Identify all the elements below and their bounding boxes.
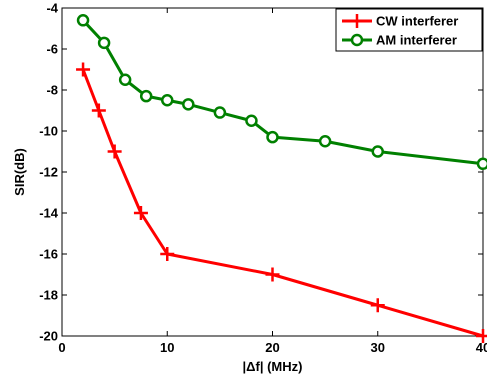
legend-item: CW interferer	[342, 14, 458, 29]
series-am	[76, 14, 487, 171]
legend-label: AM interferer	[376, 33, 457, 48]
data-point	[97, 36, 111, 50]
data-point	[107, 144, 122, 159]
x-axis-label: |Δf| (MHz)	[243, 359, 303, 374]
y-axis: -20 -18 -16 -14 -12 -10 -8 -6 -4	[39, 1, 483, 344]
data-point	[318, 135, 332, 148]
y-tick-label: -8	[46, 83, 58, 98]
x-tick-label: 10	[160, 340, 174, 355]
legend-label: CW interferer	[376, 14, 458, 29]
data-point	[161, 94, 174, 107]
data-point	[139, 89, 153, 103]
y-tick-label: -16	[39, 247, 58, 262]
data-point	[118, 73, 132, 86]
x-tick-label: 40	[476, 340, 487, 355]
y-tick-label: -18	[39, 288, 58, 303]
data-point	[160, 247, 175, 261]
y-tick-label: -6	[46, 42, 58, 57]
y-tick-label: -4	[46, 1, 58, 16]
y-tick-label: -12	[39, 165, 58, 180]
data-point	[182, 98, 195, 111]
data-point	[76, 14, 90, 27]
x-tick-label: 30	[371, 340, 385, 355]
data-point	[213, 106, 227, 119]
x-axis: 0 10 20 30 40	[58, 8, 487, 355]
y-tick-label: -10	[39, 124, 58, 139]
y-tick-label: -14	[39, 206, 59, 221]
data-point	[370, 298, 385, 313]
legend-marker	[350, 33, 364, 47]
data-point	[476, 329, 487, 343]
data-point	[266, 130, 279, 144]
data-point	[91, 103, 106, 118]
x-tick-label: 0	[58, 340, 65, 355]
legend: CW interferer AM interferer	[335, 8, 483, 52]
x-tick-label: 20	[265, 340, 279, 355]
plot-area	[61, 7, 484, 337]
y-tick-label: -20	[39, 329, 58, 344]
data-point	[245, 114, 258, 127]
legend-marker	[350, 14, 364, 28]
data-point	[476, 157, 487, 171]
series-line	[81, 68, 484, 338]
series-line	[81, 19, 484, 166]
data-point	[265, 267, 280, 282]
data-point	[76, 62, 91, 77]
legend-item: AM interferer	[342, 33, 457, 48]
data-point	[371, 145, 384, 158]
y-axis-label: SIR(dB)	[12, 148, 27, 196]
series-cw	[76, 62, 487, 343]
plot-frame	[61, 7, 484, 337]
data-point	[133, 206, 148, 220]
series-layer	[76, 14, 487, 343]
